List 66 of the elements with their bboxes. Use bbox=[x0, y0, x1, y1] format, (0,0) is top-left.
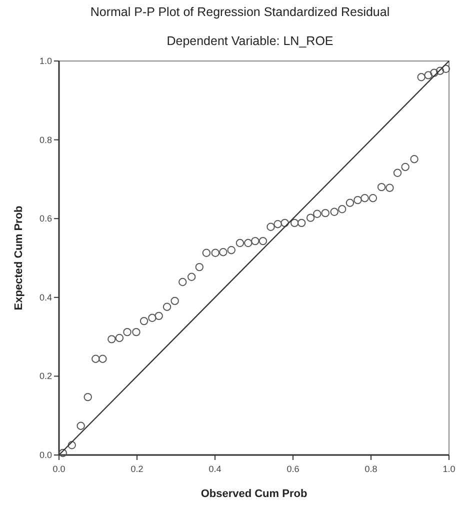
point bbox=[162, 302, 172, 311]
point bbox=[76, 422, 85, 430]
point bbox=[436, 66, 444, 75]
point bbox=[290, 218, 299, 228]
point bbox=[306, 214, 315, 222]
y-axis-title: Expected Cum Prob bbox=[13, 205, 25, 310]
point bbox=[188, 272, 196, 282]
point bbox=[236, 238, 244, 248]
x-tick-label: 0.0 bbox=[52, 464, 66, 474]
point bbox=[98, 354, 107, 363]
point bbox=[92, 354, 100, 363]
x-axis-title: Observed Cum Prob bbox=[200, 488, 308, 500]
point bbox=[266, 222, 275, 231]
point bbox=[211, 248, 220, 257]
point bbox=[354, 196, 362, 204]
point bbox=[386, 184, 394, 192]
point bbox=[68, 441, 76, 450]
chart-subtitle: Dependent Variable: LN_ROE bbox=[166, 34, 334, 48]
point bbox=[393, 168, 402, 177]
y-tick-label: 1.0 bbox=[39, 56, 52, 66]
point bbox=[148, 314, 156, 322]
point bbox=[244, 238, 252, 248]
point bbox=[410, 155, 418, 164]
point bbox=[140, 316, 148, 326]
point bbox=[430, 68, 438, 77]
point bbox=[360, 194, 369, 202]
y-tick-label: 0.2 bbox=[39, 371, 52, 382]
point bbox=[108, 335, 116, 344]
point bbox=[202, 248, 211, 257]
point bbox=[154, 312, 163, 320]
point bbox=[84, 392, 92, 402]
point bbox=[58, 448, 67, 458]
point bbox=[377, 182, 386, 192]
y-tick-label: 0.4 bbox=[39, 292, 52, 302]
point bbox=[321, 208, 330, 218]
point bbox=[417, 73, 426, 82]
point bbox=[258, 236, 268, 246]
point bbox=[401, 162, 410, 172]
point bbox=[330, 208, 338, 216]
y-tick-label: 0.6 bbox=[39, 214, 52, 224]
chart-title: Normal P-P Plot of Regression Standardized Residual bbox=[90, 5, 390, 19]
point bbox=[178, 278, 187, 286]
x-tick-label: 0.8 bbox=[364, 464, 378, 474]
point bbox=[123, 328, 132, 336]
point bbox=[424, 71, 432, 80]
x-tick-label: 1.0 bbox=[442, 464, 456, 474]
point bbox=[219, 248, 228, 256]
point bbox=[280, 218, 289, 228]
point bbox=[170, 296, 179, 306]
x-tick-label: 0.4 bbox=[208, 464, 222, 474]
x-tick-label: 0.6 bbox=[286, 464, 300, 474]
point bbox=[313, 210, 322, 218]
point bbox=[346, 198, 354, 207]
point bbox=[251, 236, 260, 246]
point bbox=[227, 246, 236, 254]
point bbox=[274, 220, 282, 228]
point bbox=[195, 262, 204, 272]
point bbox=[338, 205, 346, 214]
y-tick-label: 0.0 bbox=[39, 450, 52, 460]
point bbox=[368, 194, 378, 202]
x-tick-label: 0.2 bbox=[130, 464, 144, 474]
point bbox=[115, 334, 124, 342]
point bbox=[442, 64, 450, 73]
y-tick-label: 0.8 bbox=[39, 134, 52, 145]
point bbox=[132, 328, 140, 336]
point bbox=[297, 218, 306, 228]
